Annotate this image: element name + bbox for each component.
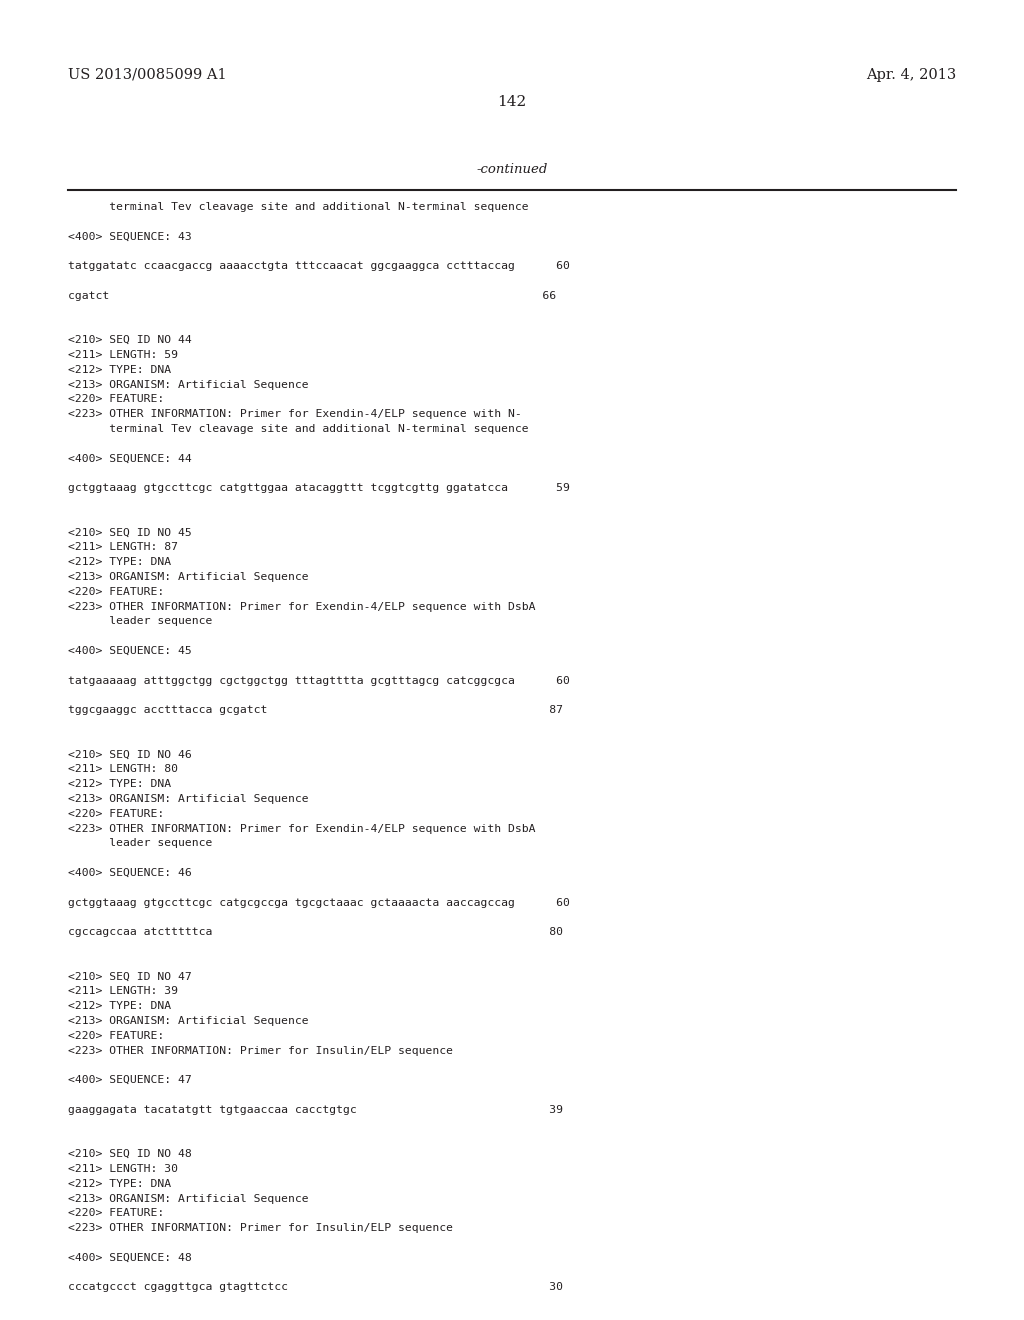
- Text: <213> ORGANISM: Artificial Sequence: <213> ORGANISM: Artificial Sequence: [68, 572, 308, 582]
- Text: US 2013/0085099 A1: US 2013/0085099 A1: [68, 69, 226, 82]
- Text: <212> TYPE: DNA: <212> TYPE: DNA: [68, 364, 171, 375]
- Text: <220> FEATURE:: <220> FEATURE:: [68, 1208, 164, 1218]
- Text: <400> SEQUENCE: 44: <400> SEQUENCE: 44: [68, 454, 191, 463]
- Text: <210> SEQ ID NO 48: <210> SEQ ID NO 48: [68, 1150, 191, 1159]
- Text: <220> FEATURE:: <220> FEATURE:: [68, 809, 164, 818]
- Text: <211> LENGTH: 59: <211> LENGTH: 59: [68, 350, 178, 360]
- Text: <210> SEQ ID NO 44: <210> SEQ ID NO 44: [68, 335, 191, 346]
- Text: cccatgccct cgaggttgca gtagttctcc                                      30: cccatgccct cgaggttgca gtagttctcc 30: [68, 1283, 563, 1292]
- Text: terminal Tev cleavage site and additional N-terminal sequence: terminal Tev cleavage site and additiona…: [68, 202, 528, 213]
- Text: -continued: -continued: [476, 162, 548, 176]
- Text: <211> LENGTH: 39: <211> LENGTH: 39: [68, 986, 178, 997]
- Text: <223> OTHER INFORMATION: Primer for Exendin-4/ELP sequence with DsbA: <223> OTHER INFORMATION: Primer for Exen…: [68, 602, 536, 611]
- Text: <210> SEQ ID NO 47: <210> SEQ ID NO 47: [68, 972, 191, 982]
- Text: <212> TYPE: DNA: <212> TYPE: DNA: [68, 557, 171, 568]
- Text: <210> SEQ ID NO 45: <210> SEQ ID NO 45: [68, 528, 191, 537]
- Text: <223> OTHER INFORMATION: Primer for Insulin/ELP sequence: <223> OTHER INFORMATION: Primer for Insu…: [68, 1224, 453, 1233]
- Text: <223> OTHER INFORMATION: Primer for Insulin/ELP sequence: <223> OTHER INFORMATION: Primer for Insu…: [68, 1045, 453, 1056]
- Text: tatggatatc ccaacgaccg aaaacctgta tttccaacat ggcgaaggca cctttaccag      60: tatggatatc ccaacgaccg aaaacctgta tttccaa…: [68, 261, 570, 271]
- Text: <213> ORGANISM: Artificial Sequence: <213> ORGANISM: Artificial Sequence: [68, 1016, 308, 1026]
- Text: <220> FEATURE:: <220> FEATURE:: [68, 395, 164, 404]
- Text: <213> ORGANISM: Artificial Sequence: <213> ORGANISM: Artificial Sequence: [68, 380, 308, 389]
- Text: <220> FEATURE:: <220> FEATURE:: [68, 1031, 164, 1040]
- Text: <223> OTHER INFORMATION: Primer for Exendin-4/ELP sequence with N-: <223> OTHER INFORMATION: Primer for Exen…: [68, 409, 522, 420]
- Text: <400> SEQUENCE: 47: <400> SEQUENCE: 47: [68, 1076, 191, 1085]
- Text: <400> SEQUENCE: 45: <400> SEQUENCE: 45: [68, 645, 191, 656]
- Text: <223> OTHER INFORMATION: Primer for Exendin-4/ELP sequence with DsbA: <223> OTHER INFORMATION: Primer for Exen…: [68, 824, 536, 834]
- Text: <212> TYPE: DNA: <212> TYPE: DNA: [68, 1001, 171, 1011]
- Text: tatgaaaaag atttggctgg cgctggctgg tttagtttta gcgtttagcg catcggcgca      60: tatgaaaaag atttggctgg cgctggctgg tttagtt…: [68, 676, 570, 685]
- Text: leader sequence: leader sequence: [68, 838, 212, 849]
- Text: 142: 142: [498, 95, 526, 110]
- Text: <211> LENGTH: 30: <211> LENGTH: 30: [68, 1164, 178, 1173]
- Text: <213> ORGANISM: Artificial Sequence: <213> ORGANISM: Artificial Sequence: [68, 795, 308, 804]
- Text: tggcgaaggc acctttacca gcgatct                                         87: tggcgaaggc acctttacca gcgatct 87: [68, 705, 563, 715]
- Text: leader sequence: leader sequence: [68, 616, 212, 627]
- Text: gctggtaaag gtgccttcgc catgttggaa atacaggttt tcggtcgttg ggatatcca       59: gctggtaaag gtgccttcgc catgttggaa atacagg…: [68, 483, 570, 494]
- Text: <211> LENGTH: 87: <211> LENGTH: 87: [68, 543, 178, 552]
- Text: <400> SEQUENCE: 48: <400> SEQUENCE: 48: [68, 1253, 191, 1263]
- Text: cgccagccaa atctttttca                                                 80: cgccagccaa atctttttca 80: [68, 927, 563, 937]
- Text: <212> TYPE: DNA: <212> TYPE: DNA: [68, 1179, 171, 1189]
- Text: gaaggagata tacatatgtt tgtgaaccaa cacctgtgc                            39: gaaggagata tacatatgtt tgtgaaccaa cacctgt…: [68, 1105, 563, 1115]
- Text: gctggtaaag gtgccttcgc catgcgccga tgcgctaaac gctaaaacta aaccagccag      60: gctggtaaag gtgccttcgc catgcgccga tgcgcta…: [68, 898, 570, 908]
- Text: <400> SEQUENCE: 46: <400> SEQUENCE: 46: [68, 869, 191, 878]
- Text: <212> TYPE: DNA: <212> TYPE: DNA: [68, 779, 171, 789]
- Text: cgatct                                                               66: cgatct 66: [68, 290, 556, 301]
- Text: <210> SEQ ID NO 46: <210> SEQ ID NO 46: [68, 750, 191, 759]
- Text: <213> ORGANISM: Artificial Sequence: <213> ORGANISM: Artificial Sequence: [68, 1193, 308, 1204]
- Text: <220> FEATURE:: <220> FEATURE:: [68, 587, 164, 597]
- Text: <400> SEQUENCE: 43: <400> SEQUENCE: 43: [68, 231, 191, 242]
- Text: Apr. 4, 2013: Apr. 4, 2013: [865, 69, 956, 82]
- Text: <211> LENGTH: 80: <211> LENGTH: 80: [68, 764, 178, 775]
- Text: terminal Tev cleavage site and additional N-terminal sequence: terminal Tev cleavage site and additiona…: [68, 424, 528, 434]
